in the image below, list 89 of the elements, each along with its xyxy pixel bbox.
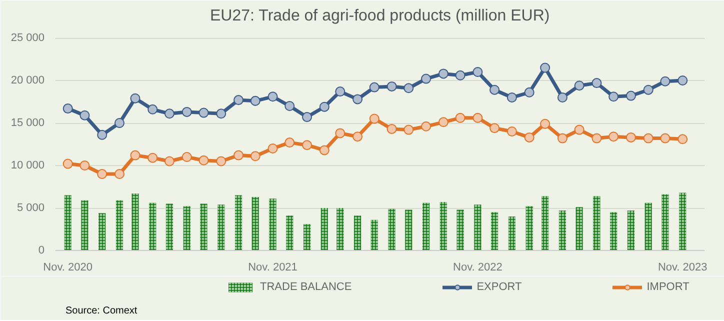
point <box>660 133 670 144</box>
point <box>455 112 466 123</box>
point <box>608 132 619 142</box>
point <box>540 118 550 129</box>
point <box>97 169 108 179</box>
point <box>404 83 414 94</box>
y-tick-label: 15 000 <box>10 117 45 129</box>
source-note: Source: Comext <box>66 306 138 316</box>
point <box>114 118 124 128</box>
y-tick-label: 10 000 <box>10 160 45 172</box>
point <box>557 92 568 102</box>
x-tick-label: Nov. 2020 <box>43 262 93 274</box>
point <box>574 80 584 91</box>
point <box>660 76 670 86</box>
point <box>490 84 500 95</box>
point <box>80 160 90 170</box>
point <box>678 76 688 86</box>
point <box>506 126 517 136</box>
point <box>148 104 158 114</box>
point <box>540 62 550 73</box>
point <box>369 114 380 124</box>
point <box>455 70 466 80</box>
x-tick-label: Nov. 2022 <box>453 262 502 274</box>
point <box>198 108 209 118</box>
point <box>524 132 534 142</box>
y-tick-label: 5 000 <box>16 202 45 214</box>
legend-label: TRADE BALANCE <box>260 281 352 293</box>
point <box>438 68 448 79</box>
point <box>524 87 534 98</box>
point <box>335 128 346 138</box>
point <box>216 108 226 119</box>
point <box>421 121 432 132</box>
point <box>643 133 654 144</box>
point <box>626 90 636 101</box>
point <box>148 152 158 163</box>
point <box>421 74 432 84</box>
point <box>319 145 330 156</box>
point <box>284 138 295 148</box>
point <box>198 155 209 166</box>
point <box>592 78 602 88</box>
point <box>284 101 295 111</box>
point <box>608 92 619 102</box>
point <box>592 133 602 144</box>
point <box>404 124 414 135</box>
point <box>352 132 363 142</box>
point <box>182 106 192 117</box>
point <box>386 124 397 134</box>
point <box>678 134 688 144</box>
point <box>130 150 140 160</box>
point <box>164 156 174 166</box>
point <box>626 132 636 142</box>
point <box>250 96 260 106</box>
point <box>250 151 260 162</box>
x-tick-label: Nov. 2023 <box>658 262 708 274</box>
y-tick-label: 25 000 <box>10 32 45 44</box>
point <box>216 156 226 166</box>
point <box>369 82 380 92</box>
point <box>268 92 278 102</box>
point <box>335 86 346 97</box>
point <box>472 112 483 123</box>
legend-label: EXPORT <box>476 281 522 293</box>
point <box>438 117 448 128</box>
point <box>97 130 108 140</box>
point <box>234 95 244 106</box>
point <box>574 124 584 135</box>
point <box>506 92 517 102</box>
point <box>352 94 363 104</box>
point <box>302 112 312 122</box>
y-tick-label: 20 000 <box>10 74 45 86</box>
point <box>472 67 483 77</box>
point <box>643 84 654 95</box>
y-tick-label: 0 <box>38 244 45 256</box>
point <box>386 81 397 92</box>
point <box>62 158 73 169</box>
point <box>80 110 90 120</box>
point <box>302 140 312 150</box>
point <box>319 102 330 112</box>
point <box>130 93 140 104</box>
point <box>182 152 192 162</box>
point <box>268 144 278 154</box>
point <box>557 133 568 144</box>
chart-title: EU27: Trade of agri-food products (million EUR) <box>210 8 550 24</box>
point <box>490 123 500 134</box>
point <box>62 104 73 114</box>
point <box>164 108 174 119</box>
point <box>114 169 124 179</box>
legend-label: IMPORT <box>646 281 690 293</box>
x-tick-label: Nov. 2021 <box>248 262 298 274</box>
point <box>234 150 244 160</box>
